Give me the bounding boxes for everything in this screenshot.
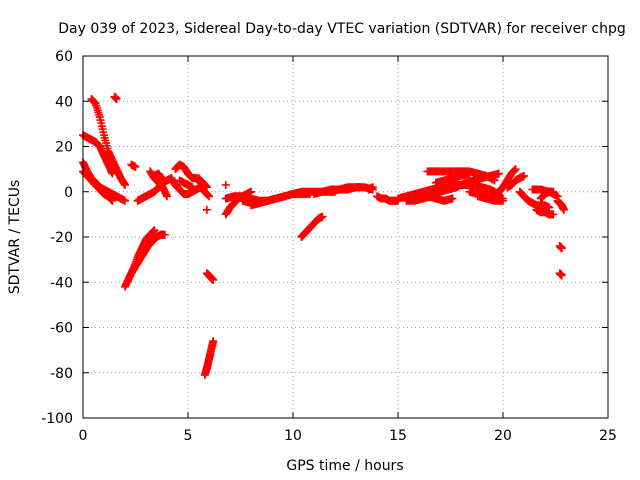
series-arc-p — [202, 205, 211, 214]
data-point — [490, 176, 499, 185]
series-arc-z — [326, 183, 365, 196]
series-arc-q — [202, 269, 218, 284]
data-point — [557, 244, 566, 253]
data-point — [559, 205, 568, 214]
data-point — [150, 226, 159, 235]
series-arc-d — [79, 167, 117, 205]
data-point — [221, 180, 230, 189]
series-arc-ak — [503, 171, 528, 192]
series-arc-x — [297, 212, 327, 241]
series-arc-ab — [373, 192, 402, 205]
data-point — [202, 205, 211, 214]
data-point — [108, 196, 117, 205]
series-arc-ag — [431, 169, 474, 187]
series-arc-an — [532, 205, 558, 219]
y-tick-label: 60 — [55, 49, 73, 65]
data-point — [549, 210, 558, 219]
y-tick-label: 20 — [55, 140, 73, 156]
y-tick-label: -80 — [50, 366, 73, 382]
series-arc-s — [221, 180, 230, 189]
x-axis-ticks: 0 5 10 15 20 25 — [79, 56, 617, 444]
data-point — [121, 196, 129, 205]
y-axis-label: SDTVAR / TECUs — [7, 180, 23, 295]
series-arc-n — [175, 176, 197, 192]
data-point — [108, 169, 117, 178]
grid-lines — [83, 56, 608, 418]
data-point — [163, 192, 171, 201]
x-tick-label: 5 — [184, 428, 193, 444]
data-points — [79, 92, 568, 380]
data-point — [209, 275, 218, 284]
y-tick-label: -60 — [50, 321, 73, 337]
series-arc-aq — [555, 242, 566, 253]
data-point — [549, 187, 558, 196]
y-tick-label: -100 — [41, 411, 73, 427]
x-axis-label: GPS time / hours — [286, 458, 403, 474]
chart-title: Day 039 of 2023, Sidereal Day-to-day VTE… — [58, 21, 626, 37]
plot-frame — [82, 55, 609, 419]
data-point — [448, 194, 457, 203]
data-point — [112, 94, 121, 103]
x-tick-label: 25 — [599, 428, 617, 444]
data-point — [499, 196, 507, 205]
y-tick-label: 40 — [55, 94, 73, 110]
x-tick-label: 0 — [79, 428, 88, 444]
series-arc-af — [415, 190, 457, 205]
series-arc-g — [123, 230, 169, 287]
x-tick-label: 20 — [494, 428, 512, 444]
data-point — [158, 176, 167, 185]
series-arc-ap — [553, 196, 568, 214]
series-arc-r — [200, 337, 218, 380]
data-point — [121, 180, 129, 189]
x-tick-label: 10 — [284, 428, 302, 444]
data-point — [160, 230, 169, 239]
data-point — [188, 183, 197, 192]
series-arc-e — [110, 92, 121, 103]
data-point — [557, 271, 566, 280]
data-point — [202, 183, 211, 192]
y-tick-label: -20 — [50, 230, 73, 246]
data-point — [209, 337, 218, 346]
x-tick-label: 15 — [389, 428, 407, 444]
data-point — [494, 169, 503, 178]
series-arc-aa — [364, 183, 377, 194]
data-point — [520, 171, 528, 180]
series-arc-ai — [473, 192, 507, 205]
series-arc-b — [79, 131, 117, 178]
data-point — [511, 165, 520, 174]
data-point — [131, 162, 140, 171]
series-arc-o — [194, 174, 211, 192]
series-arc-ao — [536, 187, 558, 203]
y-tick-label: -40 — [50, 275, 73, 291]
data-point — [368, 183, 377, 192]
data-point — [465, 169, 474, 178]
y-axis-ticks: -100 -80 -60 -40 -20 0 20 40 60 — [41, 49, 608, 427]
series-arc-h — [127, 160, 140, 171]
data-point — [247, 187, 255, 196]
data-point — [205, 192, 213, 201]
data-point — [318, 212, 327, 221]
data-point — [356, 183, 365, 192]
y-tick-label: 0 — [64, 185, 73, 201]
series-arc-k — [150, 169, 167, 185]
series-arc-ar — [555, 269, 566, 280]
series-arc-a — [87, 94, 129, 189]
